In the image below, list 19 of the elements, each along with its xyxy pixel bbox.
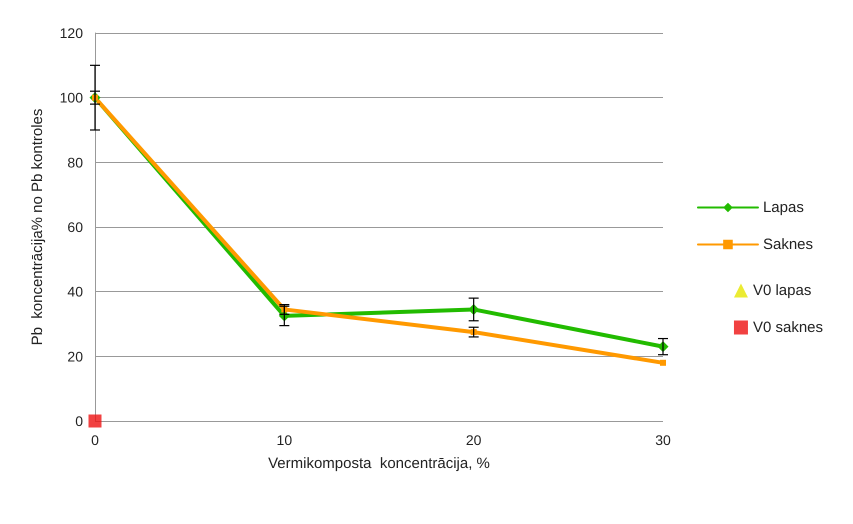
legend-label: Saknes bbox=[762, 236, 814, 253]
y-tick-label: 60 bbox=[67, 219, 84, 235]
x-tick-label: 30 bbox=[655, 432, 671, 448]
y-tick-label: 40 bbox=[67, 284, 84, 300]
y-tick-label: 80 bbox=[67, 154, 84, 170]
y-tick-label: 0 bbox=[75, 413, 84, 429]
y-axis-title: Pb koncentrācija% no Pb kontroles bbox=[29, 108, 46, 346]
legend-label: V0 saknes bbox=[752, 319, 824, 336]
point bbox=[88, 414, 102, 428]
y-tick-label: 120 bbox=[60, 25, 84, 41]
x-axis-title: Vermikomposta koncentrācija, % bbox=[268, 455, 490, 472]
x-tick-label: 20 bbox=[466, 432, 482, 448]
legend-label: Lapas bbox=[762, 199, 804, 216]
x-tick-label: 10 bbox=[276, 432, 292, 448]
legend-label: V0 lapas bbox=[752, 282, 812, 299]
x-tick-label: 0 bbox=[91, 432, 100, 448]
y-tick-label: 100 bbox=[60, 90, 84, 106]
y-tick-label: 20 bbox=[67, 348, 84, 364]
point bbox=[660, 360, 666, 366]
